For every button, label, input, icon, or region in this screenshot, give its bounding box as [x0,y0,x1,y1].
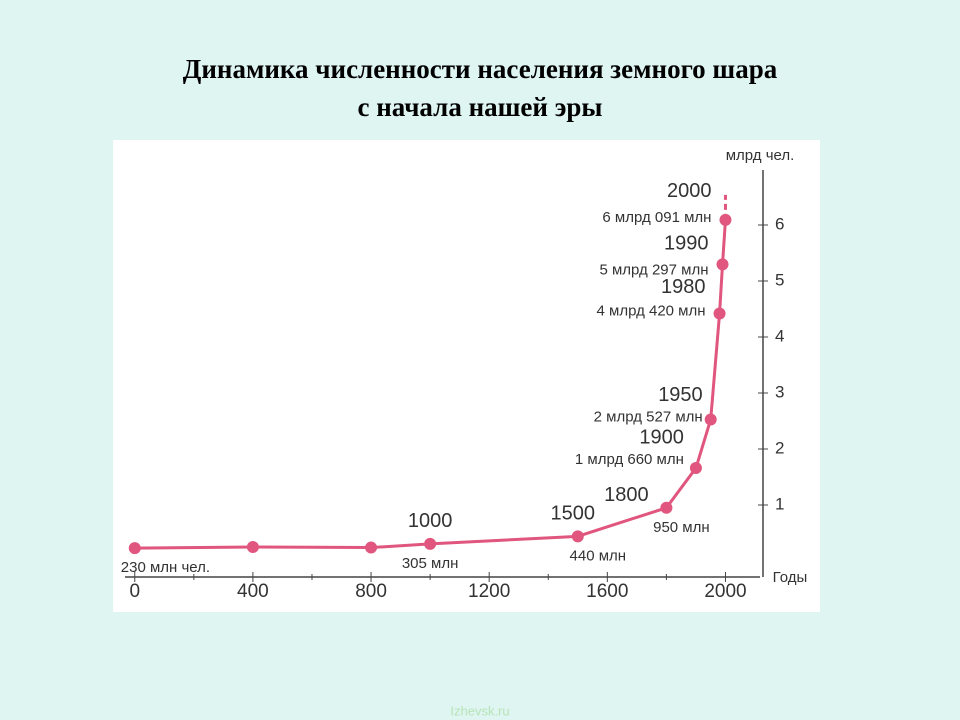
x-tick-label: 800 [355,581,387,602]
x-tick-label: 2000 [704,581,746,602]
year-label: 2000 [667,180,712,202]
y-axis-label: млрд чел. [726,147,795,164]
value-label: 4 млрд 420 млн [597,302,706,319]
x-tick-label: 400 [237,581,269,602]
data-point [571,530,584,543]
data-point [660,501,673,514]
year-label: 1980 [661,276,706,298]
x-axis-label: Годы [773,569,808,586]
x-tick-label: 0 [129,581,140,602]
data-point [365,541,378,554]
value-label: 5 млрд 297 млн [599,261,708,278]
data-point [719,213,732,226]
title: с начала нашей эры [358,92,603,122]
y-tick-label: 4 [775,326,784,345]
y-tick-label: 5 [775,270,784,289]
data-point [689,462,702,475]
value-label: 2 млрд 527 млн [594,408,703,425]
y-tick-label: 1 [775,494,784,513]
y-tick-label: 3 [775,382,784,401]
value-label: 1 млрд 660 млн [575,451,684,468]
title: Динамика численности населения земного ш… [183,54,778,84]
year-label: 1000 [408,510,453,532]
year-label: 1500 [551,503,596,525]
year-label: 1800 [604,484,649,506]
year-label: 1990 [664,233,709,255]
x-tick-label: 1200 [468,581,510,602]
value-label: 440 млн [570,547,627,564]
value-label: 230 млн чел. [121,559,210,576]
data-point [128,542,141,555]
y-tick-label: 2 [775,438,784,457]
value-label: 6 млрд 091 млн [602,209,711,226]
data-point [704,413,717,426]
chart-area [113,140,820,612]
value-label: 305 млн [402,555,459,572]
x-tick-label: 1600 [586,581,628,602]
year-label: 1950 [658,384,703,406]
data-point [424,537,437,550]
data-point [713,307,726,320]
value-label: 950 млн [653,519,710,536]
data-point [716,258,729,271]
footer: Izhevsk.ru [450,703,509,718]
year-label: 1900 [639,426,684,448]
data-point [246,541,259,553]
y-tick-label: 6 [775,214,784,233]
